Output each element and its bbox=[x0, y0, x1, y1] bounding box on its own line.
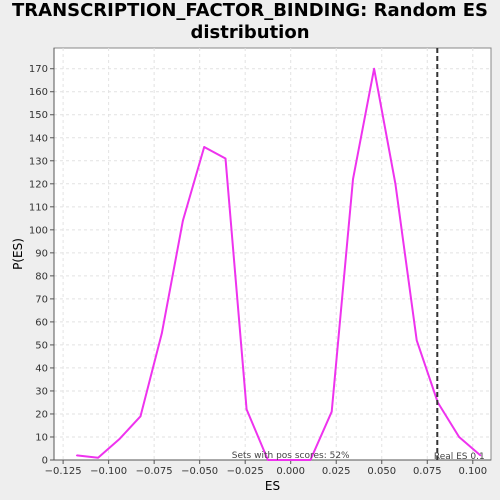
data-point bbox=[415, 339, 418, 342]
y-tick-label: 160 bbox=[29, 87, 48, 98]
y-tick-label: 10 bbox=[35, 432, 48, 443]
y-tick-label: 170 bbox=[29, 64, 48, 75]
y-tick-label: 50 bbox=[35, 340, 48, 351]
x-tick-label: −0.025 bbox=[227, 466, 264, 477]
data-point bbox=[394, 182, 397, 185]
y-tick-label: 140 bbox=[29, 133, 48, 144]
chart-title: TRANSCRIPTION_FACTOR_BINDING: Random ES … bbox=[0, 0, 500, 44]
y-tick-label: 80 bbox=[35, 271, 48, 282]
x-tick-label: 0.050 bbox=[367, 466, 396, 477]
data-point bbox=[267, 459, 269, 461]
y-tick-label: 0 bbox=[42, 456, 48, 467]
data-point bbox=[288, 459, 291, 461]
data-point bbox=[75, 454, 78, 457]
chart-title-line-2: distribution bbox=[190, 22, 310, 43]
data-point bbox=[458, 436, 460, 438]
data-point bbox=[224, 157, 227, 160]
y-tick-label: 150 bbox=[29, 110, 48, 121]
data-point bbox=[139, 415, 142, 418]
x-axis-title: ES bbox=[265, 479, 280, 493]
x-tick-label: −0.100 bbox=[90, 466, 127, 477]
x-tick-label: 0.025 bbox=[322, 466, 351, 477]
y-tick-label: 20 bbox=[35, 409, 48, 420]
data-point bbox=[245, 408, 248, 411]
y-tick-label: 60 bbox=[35, 317, 48, 328]
data-point bbox=[203, 146, 206, 148]
y-tick-label: 110 bbox=[29, 202, 48, 213]
data-point bbox=[309, 459, 312, 461]
x-tick-label: −0.050 bbox=[181, 466, 218, 477]
x-tick-label: 0.000 bbox=[276, 466, 305, 477]
x-tick-label: −0.125 bbox=[45, 466, 82, 477]
y-tick-label: 90 bbox=[35, 248, 48, 259]
data-point bbox=[479, 454, 482, 457]
data-point bbox=[160, 332, 163, 335]
axes: 0 10 20 30 40 50 60 70 80 90 100 110 120 130 140 150 160… bbox=[29, 48, 491, 477]
y-tick-label: 120 bbox=[29, 179, 48, 190]
y-tick-label: 40 bbox=[35, 363, 48, 374]
data-point bbox=[352, 178, 354, 180]
data-point bbox=[182, 219, 184, 222]
pos-scores-annotation: Sets with pos scores: 52% bbox=[232, 451, 350, 461]
y-tick-label: 100 bbox=[29, 225, 48, 236]
data-point bbox=[118, 438, 120, 441]
y-tick-label: 30 bbox=[35, 386, 48, 397]
grid bbox=[54, 48, 491, 461]
data-point bbox=[97, 456, 99, 459]
series-line-0 bbox=[76, 67, 482, 461]
real-es-label: Real ES 0.1 bbox=[434, 452, 485, 462]
x-tick-label: 0.075 bbox=[413, 466, 442, 477]
plot-area bbox=[53, 47, 492, 461]
chart-title-line-1: TRANSCRIPTION_FACTOR_BINDING: Random ES bbox=[12, 0, 488, 21]
y-tick-label: 70 bbox=[35, 294, 48, 305]
data-point bbox=[373, 67, 375, 70]
x-tick-label: 0.100 bbox=[458, 466, 487, 477]
x-tick-label: −0.075 bbox=[136, 466, 173, 477]
y-axis-title: P(ES) bbox=[11, 238, 25, 270]
data-point bbox=[330, 410, 333, 413]
y-tick-label: 130 bbox=[29, 156, 48, 167]
